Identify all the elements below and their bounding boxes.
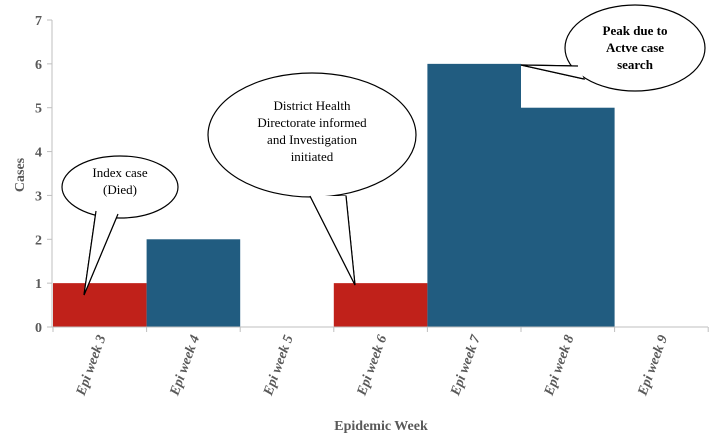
x-tick-label: Epi week 8	[542, 333, 578, 398]
callout-text: Peak due to Actve case search	[603, 23, 668, 72]
y-tick-label: 7	[35, 14, 42, 29]
x-tick-label: Epi week 9	[635, 333, 671, 398]
callout-tail-outline	[520, 64, 585, 80]
y-ticks-layer: 0 1 2 3 4 5 6 7	[35, 14, 52, 336]
y-tick-label: 3	[35, 189, 42, 204]
bars-layer	[53, 63, 615, 327]
x-tick-label: Epi week 4	[167, 333, 203, 398]
bar-epi-week-3	[53, 283, 147, 327]
callout-tail-outline	[309, 195, 356, 286]
y-tick-label: 5	[35, 102, 42, 117]
callout-text: District Health Directorate informed and I…	[257, 98, 367, 164]
bar-epi-week-6	[333, 283, 428, 327]
x-axis-title: Epidemic Week	[334, 419, 428, 434]
x-tick-label: Epi week 3	[74, 333, 110, 398]
callout-text-line: Actve case	[606, 40, 664, 55]
callouts-layer: Index case (Died) District Health Directora…	[61, 4, 706, 296]
y-tick-label: 0	[35, 321, 42, 336]
x-ticks-layer: Epi week 3 Epi week 4 Epi week 5 Epi week 6…	[52, 327, 709, 399]
axes-layer	[51, 20, 708, 328]
callout-text-line: search	[617, 57, 654, 72]
x-tick-label: Epi week 6	[354, 333, 390, 398]
callout-bubble	[564, 4, 706, 92]
callout-tail-outline	[83, 210, 119, 296]
callout-text-line: Index case	[92, 165, 147, 180]
y-tick-label: 2	[35, 233, 42, 248]
bar-epi-week-7	[427, 63, 521, 327]
callout-text-line: Peak due to	[603, 23, 668, 38]
callout-text: Index case (Died)	[92, 165, 147, 197]
callout-bubble	[61, 155, 179, 219]
callout-text-line: and Investigation	[267, 132, 357, 147]
callout-text-line: initiated	[291, 149, 334, 164]
callout-text-line: (Died)	[103, 182, 137, 197]
callout-text-line: Directorate informed	[257, 115, 367, 130]
x-tick-label: Epi week 7	[448, 332, 484, 398]
y-axis-title: Cases	[13, 157, 28, 192]
callout-text-line: District Health	[274, 98, 351, 113]
y-tick-label: 4	[35, 146, 42, 161]
x-tick-label: Epi week 5	[261, 333, 297, 398]
y-tick-label: 1	[35, 277, 42, 292]
callout-1: Index case (Died)	[61, 155, 179, 296]
callout-3: Peak due to Actve case search	[520, 4, 706, 92]
callout-2: District Health Directorate informed and I…	[207, 72, 417, 286]
y-tick-label: 6	[35, 58, 42, 73]
bar-epi-week-8	[521, 107, 615, 327]
bar-epi-week-4	[146, 239, 241, 327]
